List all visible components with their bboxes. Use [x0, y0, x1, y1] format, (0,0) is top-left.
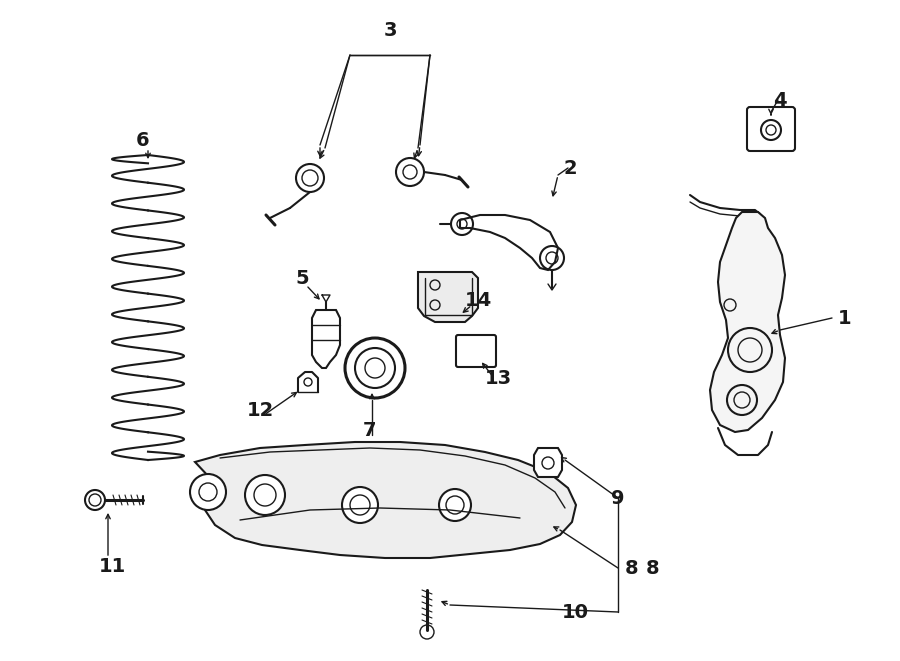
Circle shape: [245, 475, 285, 515]
Polygon shape: [312, 310, 340, 368]
Text: 8: 8: [646, 559, 660, 578]
Circle shape: [439, 489, 471, 521]
Text: 5: 5: [295, 268, 309, 288]
Text: 7: 7: [364, 420, 377, 440]
Circle shape: [190, 474, 226, 510]
Polygon shape: [195, 442, 576, 558]
Text: 1: 1: [838, 309, 851, 327]
Circle shape: [342, 487, 378, 523]
FancyBboxPatch shape: [747, 107, 795, 151]
Text: 4: 4: [773, 91, 787, 110]
Polygon shape: [460, 215, 558, 270]
Text: 8: 8: [626, 559, 639, 578]
FancyBboxPatch shape: [456, 335, 496, 367]
Text: 12: 12: [247, 401, 274, 420]
Text: 2: 2: [563, 159, 577, 178]
Text: 3: 3: [383, 20, 397, 40]
Text: 14: 14: [464, 290, 491, 309]
Text: 6: 6: [136, 130, 149, 149]
Polygon shape: [534, 448, 562, 477]
Polygon shape: [710, 212, 785, 432]
Polygon shape: [418, 272, 478, 322]
Text: 9: 9: [611, 488, 625, 508]
Text: 11: 11: [98, 557, 126, 576]
Text: 10: 10: [562, 602, 589, 621]
Text: 13: 13: [484, 368, 511, 387]
